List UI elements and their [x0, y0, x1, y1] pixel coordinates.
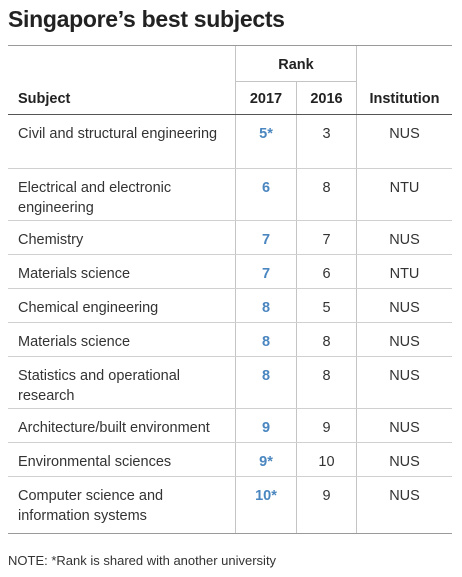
- table-row: Architecture/built environment 9 9 NUS: [8, 409, 452, 443]
- subject-cell: Civil and structural engineering: [18, 126, 218, 142]
- rank-2016-cell: 8: [322, 180, 331, 196]
- row-separator: [8, 254, 452, 255]
- table-row: Civil and structural engineering 5* 3 NUS: [8, 115, 452, 169]
- row-separator: [8, 288, 452, 289]
- ranking-table: Rank Subject 2017 2016 Institution Civil…: [8, 46, 452, 533]
- subject-cell: Statistics and operational research: [18, 368, 181, 404]
- institution-cell: NTU: [389, 266, 420, 282]
- bottom-rule: [8, 533, 452, 534]
- table-row: Materials science 7 6 NTU: [8, 255, 452, 289]
- rank-group-header: Rank: [278, 57, 314, 73]
- rank-2017-cell: 10*: [255, 488, 277, 504]
- rank-2016-cell: 9: [322, 488, 331, 504]
- rank-2017-cell: 8: [261, 368, 271, 384]
- subject-cell: Architecture/built environment: [18, 420, 210, 436]
- row-separator: [8, 322, 452, 323]
- footnote: NOTE: *Rank is shared with another unive…: [8, 553, 277, 568]
- header-rule: [8, 114, 452, 115]
- subject-cell: Electrical and electronic engineering: [18, 180, 172, 216]
- rank-2016-cell: 6: [322, 266, 331, 282]
- rank-2016-cell: 8: [322, 334, 331, 350]
- divider-rank-left: [235, 46, 236, 533]
- divider-year: [296, 82, 297, 533]
- institution-cell: NUS: [389, 126, 420, 142]
- institution-cell: NUS: [389, 420, 420, 436]
- row-separator: [8, 168, 452, 169]
- institution-cell: NUS: [389, 454, 420, 470]
- table-row: Materials science 8 8 NUS: [8, 323, 452, 357]
- rank-2017-cell: 8: [261, 334, 271, 350]
- table-title: Singapore’s best subjects: [8, 6, 285, 32]
- top-rule: [8, 45, 452, 46]
- subject-cell: Environmental sciences: [18, 454, 172, 470]
- institution-cell: NUS: [389, 488, 420, 504]
- rank-2017-cell: 9*: [259, 454, 273, 470]
- table-row: Chemistry 7 7 NUS: [8, 221, 452, 255]
- row-separator: [8, 356, 452, 357]
- rank-2016-cell: 10: [318, 454, 335, 470]
- table-row: Environmental sciences 9* 10 NUS: [8, 443, 452, 477]
- institution-cell: NUS: [389, 334, 420, 350]
- subject-cell: Chemical engineering: [18, 300, 159, 316]
- rank-2016-cell: 7: [322, 232, 331, 248]
- rank-2016-cell: 8: [322, 368, 331, 384]
- institution-cell: NUS: [389, 368, 420, 384]
- table-row: Computer science and information systems…: [8, 477, 452, 532]
- table-row: Statistics and operational research 8 8 NUS: [8, 357, 452, 409]
- institution-cell: NUS: [389, 232, 420, 248]
- rank-group-underline: [236, 81, 356, 82]
- table-row: Chemical engineering 8 5 NUS: [8, 289, 452, 323]
- year-2016-column-header: 2016: [310, 91, 343, 107]
- rank-2017-cell: 7: [261, 232, 271, 248]
- rank-2016-cell: 5: [322, 300, 331, 316]
- table-row: Electrical and electronic engineering 6 8 N…: [8, 169, 452, 221]
- subject-cell: Materials science: [18, 334, 131, 350]
- rank-2017-cell: 5*: [259, 126, 273, 142]
- subject-cell: Computer science and information systems: [18, 488, 164, 524]
- year-2017-column-header: 2017: [249, 91, 283, 107]
- subject-column-header: Subject: [18, 91, 71, 107]
- rank-2017-cell: 8: [261, 300, 271, 316]
- rank-2016-cell: 3: [322, 126, 331, 142]
- institution-column-header: Institution: [369, 91, 440, 107]
- subject-cell: Materials science: [18, 266, 131, 282]
- rank-2017-cell: 7: [261, 266, 271, 282]
- rank-2017-cell: 6: [261, 180, 271, 196]
- institution-cell: NUS: [389, 300, 420, 316]
- row-separator: [8, 220, 452, 221]
- row-separator: [8, 408, 452, 409]
- rank-2017-cell: 9: [261, 420, 271, 436]
- subject-cell: Chemistry: [18, 232, 84, 248]
- institution-cell: NTU: [389, 180, 420, 196]
- row-separator: [8, 442, 452, 443]
- row-separator: [8, 476, 452, 477]
- divider-rank-right: [356, 46, 357, 533]
- rank-2016-cell: 9: [322, 420, 331, 436]
